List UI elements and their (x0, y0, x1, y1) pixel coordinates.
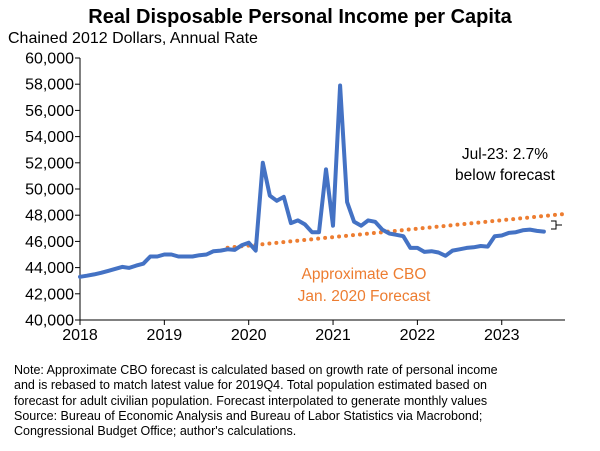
y-tick-label: 60,000 (25, 51, 74, 68)
forecast-label-line-2: Jan. 2020 Forecast (298, 288, 431, 305)
x-tick-label: 2023 (484, 327, 520, 344)
gap-bracket (551, 220, 562, 230)
annotations: Jul-23: 2.7% below forecast Approximate … (298, 146, 562, 305)
forecast-label-line-1: Approximate CBO (302, 266, 427, 283)
note-line-1: Note: Approximate CBO forecast is calcul… (14, 363, 498, 377)
y-tick-label: 46,000 (25, 234, 74, 251)
note-line-2: and is rebased to match latest value for… (14, 378, 487, 393)
y-tick-label: 48,000 (25, 208, 74, 225)
y-tick-label: 52,000 (25, 155, 74, 172)
x-axis: 2018 2019 2020 2021 2022 2023 (62, 319, 565, 344)
y-tick-label: 54,000 (25, 129, 74, 146)
y-tick-label: 44,000 (25, 260, 74, 277)
y-tick-label: 40,000 (25, 313, 74, 330)
chart-svg: 40,000 42,000 44,000 46,000 48,000 50,000 52,0… (25, 51, 567, 344)
series-group (78, 83, 567, 279)
gap-annotation-line-2: below forecast (455, 167, 556, 184)
note-line-4: Source: Bureau of Economic Analysis and … (14, 408, 483, 423)
x-tick-label: 2021 (315, 327, 351, 344)
gap-annotation-line-1: Jul-23: 2.7% (462, 146, 548, 163)
note-line-3: forecast for adult civilian population. … (14, 393, 488, 408)
x-tick-label: 2020 (231, 327, 267, 344)
x-tick-label: 2019 (147, 327, 183, 344)
chart-subtitle: Chained 2012 Dollars, Annual Rate (8, 30, 258, 47)
income-line (78, 83, 546, 279)
y-tick-label: 50,000 (25, 182, 74, 199)
y-tick-label: 58,000 (25, 77, 74, 94)
chart-title: Real Disposable Personal Income per Capi… (88, 6, 512, 28)
y-axis: 40,000 42,000 44,000 46,000 48,000 50,000 52,0… (25, 51, 81, 330)
y-tick-label: 42,000 (25, 286, 74, 303)
chart-note: Note: Approximate CBO forecast is calcul… (14, 363, 594, 439)
x-tick-label: 2022 (400, 327, 436, 344)
y-tick-label: 56,000 (25, 103, 74, 120)
note-line-5: Congressional Budget Office; author's ca… (14, 424, 297, 439)
x-tick-label: 2018 (62, 327, 98, 344)
forecast-line (225, 211, 567, 250)
